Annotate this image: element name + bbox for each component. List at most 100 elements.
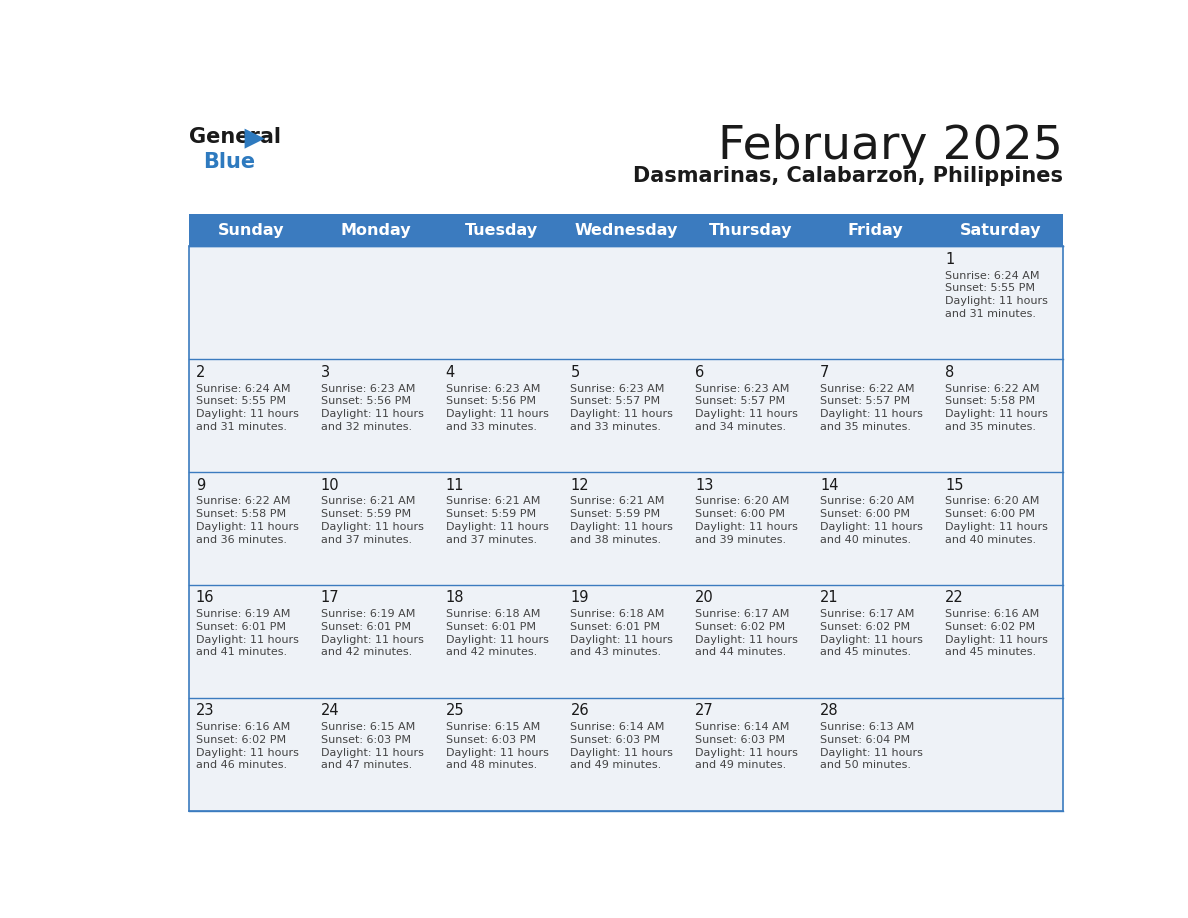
Text: 22: 22 [946, 590, 963, 606]
Bar [814, 585, 939, 698]
Text: and 31 minutes.: and 31 minutes. [946, 308, 1036, 319]
Text: Daylight: 11 hours: Daylight: 11 hours [946, 297, 1048, 306]
Text: Sunset: 6:02 PM: Sunset: 6:02 PM [946, 622, 1035, 633]
Bar [939, 359, 1063, 472]
Text: Blue: Blue [203, 151, 255, 172]
Text: Sunrise: 6:14 AM: Sunrise: 6:14 AM [695, 722, 790, 733]
Text: Sunrise: 6:24 AM: Sunrise: 6:24 AM [196, 384, 290, 394]
Bar [314, 472, 438, 585]
Text: and 31 minutes.: and 31 minutes. [196, 421, 286, 431]
Text: 13: 13 [695, 477, 714, 493]
Text: Sunrise: 6:23 AM: Sunrise: 6:23 AM [321, 384, 415, 394]
Text: Sunset: 5:57 PM: Sunset: 5:57 PM [695, 397, 785, 407]
Text: Sunset: 6:00 PM: Sunset: 6:00 PM [946, 509, 1035, 520]
Polygon shape [245, 129, 265, 149]
Bar [314, 585, 438, 698]
Text: Sunrise: 6:23 AM: Sunrise: 6:23 AM [570, 384, 665, 394]
Text: and 40 minutes.: and 40 minutes. [946, 534, 1036, 544]
Text: Sunset: 6:01 PM: Sunset: 6:01 PM [570, 622, 661, 633]
Bar [688, 472, 814, 585]
Text: and 35 minutes.: and 35 minutes. [820, 421, 911, 431]
Text: February 2025: February 2025 [718, 124, 1063, 169]
Text: Daylight: 11 hours: Daylight: 11 hours [695, 634, 798, 644]
Text: Sunset: 5:57 PM: Sunset: 5:57 PM [570, 397, 661, 407]
Text: 7: 7 [820, 364, 829, 380]
Text: and 48 minutes.: and 48 minutes. [446, 760, 537, 770]
Text: Daylight: 11 hours: Daylight: 11 hours [695, 521, 798, 532]
Bar [189, 472, 314, 585]
Text: Sunrise: 6:18 AM: Sunrise: 6:18 AM [446, 610, 539, 620]
Text: and 36 minutes.: and 36 minutes. [196, 534, 286, 544]
Bar [939, 246, 1063, 359]
Text: and 43 minutes.: and 43 minutes. [570, 647, 662, 657]
Text: and 38 minutes.: and 38 minutes. [570, 534, 662, 544]
Text: Sunset: 5:55 PM: Sunset: 5:55 PM [196, 397, 286, 407]
Text: and 46 minutes.: and 46 minutes. [196, 760, 286, 770]
Text: Sunset: 6:01 PM: Sunset: 6:01 PM [196, 622, 286, 633]
Bar [438, 246, 563, 359]
Text: and 50 minutes.: and 50 minutes. [820, 760, 911, 770]
Text: 3: 3 [321, 364, 330, 380]
Bar [314, 359, 438, 472]
Text: Sunset: 6:01 PM: Sunset: 6:01 PM [321, 622, 411, 633]
Text: Sunrise: 6:19 AM: Sunrise: 6:19 AM [196, 610, 290, 620]
Bar [563, 472, 688, 585]
Text: Sunrise: 6:22 AM: Sunrise: 6:22 AM [946, 384, 1040, 394]
Bar [939, 585, 1063, 698]
Text: Daylight: 11 hours: Daylight: 11 hours [695, 409, 798, 419]
Text: Daylight: 11 hours: Daylight: 11 hours [196, 521, 298, 532]
Text: Sunday: Sunday [217, 223, 284, 238]
Text: Friday: Friday [848, 223, 904, 238]
Text: Sunrise: 6:17 AM: Sunrise: 6:17 AM [695, 610, 790, 620]
Text: Daylight: 11 hours: Daylight: 11 hours [446, 521, 549, 532]
Text: 28: 28 [820, 703, 839, 719]
Bar [688, 359, 814, 472]
Text: Sunset: 6:01 PM: Sunset: 6:01 PM [446, 622, 536, 633]
Bar [688, 246, 814, 359]
Text: Sunrise: 6:13 AM: Sunrise: 6:13 AM [820, 722, 915, 733]
Text: Daylight: 11 hours: Daylight: 11 hours [321, 521, 424, 532]
Text: Daylight: 11 hours: Daylight: 11 hours [820, 747, 923, 757]
Text: Sunset: 6:02 PM: Sunset: 6:02 PM [196, 735, 286, 744]
Bar [939, 214, 1063, 246]
Text: Daylight: 11 hours: Daylight: 11 hours [446, 747, 549, 757]
Text: Daylight: 11 hours: Daylight: 11 hours [946, 409, 1048, 419]
Text: Daylight: 11 hours: Daylight: 11 hours [695, 747, 798, 757]
Text: Sunset: 6:04 PM: Sunset: 6:04 PM [820, 735, 910, 744]
Text: 19: 19 [570, 590, 589, 606]
Text: 8: 8 [946, 364, 954, 380]
Text: and 40 minutes.: and 40 minutes. [820, 534, 911, 544]
Text: Sunset: 5:59 PM: Sunset: 5:59 PM [570, 509, 661, 520]
Text: Sunrise: 6:21 AM: Sunrise: 6:21 AM [321, 497, 415, 507]
Text: and 37 minutes.: and 37 minutes. [321, 534, 412, 544]
Bar [314, 698, 438, 811]
Text: Sunset: 5:59 PM: Sunset: 5:59 PM [446, 509, 536, 520]
Text: Wednesday: Wednesday [574, 223, 677, 238]
Text: Sunrise: 6:15 AM: Sunrise: 6:15 AM [321, 722, 415, 733]
Text: and 45 minutes.: and 45 minutes. [820, 647, 911, 657]
Bar [814, 214, 939, 246]
Text: Daylight: 11 hours: Daylight: 11 hours [946, 521, 1048, 532]
Text: 14: 14 [820, 477, 839, 493]
Text: Sunset: 6:03 PM: Sunset: 6:03 PM [695, 735, 785, 744]
Text: Daylight: 11 hours: Daylight: 11 hours [321, 634, 424, 644]
Text: 20: 20 [695, 590, 714, 606]
Text: Sunset: 6:02 PM: Sunset: 6:02 PM [695, 622, 785, 633]
Text: Sunrise: 6:21 AM: Sunrise: 6:21 AM [446, 497, 539, 507]
Text: Sunrise: 6:16 AM: Sunrise: 6:16 AM [946, 610, 1040, 620]
Text: Sunrise: 6:16 AM: Sunrise: 6:16 AM [196, 722, 290, 733]
Text: Sunset: 6:02 PM: Sunset: 6:02 PM [820, 622, 910, 633]
Bar [563, 698, 688, 811]
Text: Tuesday: Tuesday [465, 223, 538, 238]
Bar [814, 472, 939, 585]
Text: 16: 16 [196, 590, 214, 606]
Text: Daylight: 11 hours: Daylight: 11 hours [820, 409, 923, 419]
Text: Sunset: 5:58 PM: Sunset: 5:58 PM [196, 509, 286, 520]
Text: and 33 minutes.: and 33 minutes. [570, 421, 662, 431]
Text: Sunrise: 6:21 AM: Sunrise: 6:21 AM [570, 497, 665, 507]
Text: Sunset: 5:56 PM: Sunset: 5:56 PM [321, 397, 411, 407]
Text: 17: 17 [321, 590, 340, 606]
Text: Daylight: 11 hours: Daylight: 11 hours [820, 521, 923, 532]
Text: Daylight: 11 hours: Daylight: 11 hours [321, 747, 424, 757]
Text: Sunset: 6:03 PM: Sunset: 6:03 PM [321, 735, 411, 744]
